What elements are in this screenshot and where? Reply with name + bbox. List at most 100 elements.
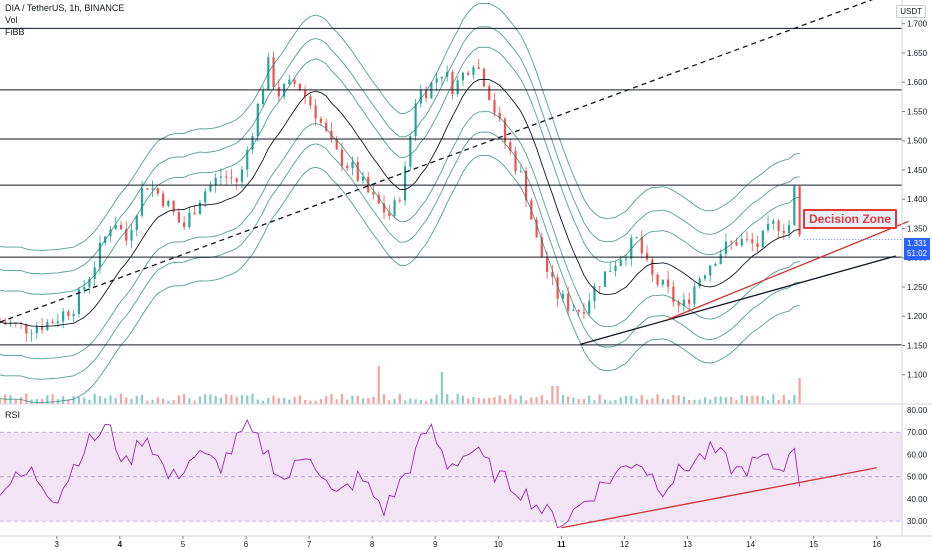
candle-body <box>677 302 680 306</box>
volume-bar <box>356 395 359 404</box>
volume-bar <box>430 398 433 404</box>
candle-body <box>298 83 301 91</box>
volume-bar <box>456 393 459 404</box>
candle-body <box>582 311 586 314</box>
volume-bar <box>703 397 707 404</box>
candle-body <box>688 299 691 304</box>
candle-body <box>461 72 465 81</box>
price-tick-label: 1.700 <box>907 20 928 29</box>
volume-bar <box>277 397 280 404</box>
candle-body <box>77 289 81 314</box>
time-tick-label: 11 <box>557 540 566 549</box>
candle-body <box>246 150 249 170</box>
volume-bar <box>661 398 664 404</box>
candle-body <box>335 139 338 150</box>
price-tick-label: 1.350 <box>907 224 928 233</box>
candle-body <box>346 165 349 169</box>
volume-bar <box>640 395 643 404</box>
candle-body <box>514 150 517 172</box>
candle-body <box>719 253 722 264</box>
volume-bar <box>493 397 496 404</box>
candle-body <box>35 326 38 334</box>
candle-body <box>766 223 770 231</box>
candle-body <box>135 215 138 231</box>
rsi-tick-label: 40.00 <box>907 495 928 504</box>
volume-bar <box>666 399 670 404</box>
volume-bar <box>735 399 738 404</box>
candle-body <box>62 311 65 322</box>
volume-bar <box>346 399 349 404</box>
volume-bar <box>219 397 223 404</box>
volume-bar <box>214 395 217 404</box>
volume-bar <box>377 366 380 404</box>
volume-bar <box>367 397 370 404</box>
candle-body <box>698 278 701 287</box>
candle-body <box>540 237 543 258</box>
rsi-tick-label: 30.00 <box>907 517 928 526</box>
candle-body <box>787 224 791 234</box>
last-price-tag: 1.331 51:02 <box>904 238 930 260</box>
volume-bar <box>40 399 44 404</box>
volume-bar <box>672 394 675 404</box>
volume-bar <box>509 394 512 404</box>
volume-bar <box>609 400 612 404</box>
time-tick-label: 4 <box>118 540 123 549</box>
volume-bar <box>267 397 270 404</box>
candle-body <box>372 192 375 195</box>
time-tick-label: 10 <box>494 540 503 549</box>
candle-body <box>40 326 44 330</box>
candle-body <box>351 161 354 169</box>
volume-bar <box>698 399 701 404</box>
volume-bar <box>540 395 543 404</box>
candle-body <box>619 259 622 266</box>
volume-bar <box>425 400 428 404</box>
candle-body <box>519 170 522 172</box>
candle-body <box>403 166 407 201</box>
rsi-pane <box>0 418 902 529</box>
candle-body <box>72 313 75 317</box>
volume-bar <box>77 397 81 404</box>
volume-bar <box>83 397 86 404</box>
volume-bar <box>603 399 607 404</box>
volume-bar <box>193 400 196 404</box>
price-tick-label: 1.450 <box>907 166 928 175</box>
candle-body <box>256 103 259 137</box>
volume-bar <box>524 400 528 404</box>
volume-bar <box>135 395 138 404</box>
volume-bar <box>125 397 128 404</box>
volume-bar <box>624 395 628 404</box>
candle-body <box>745 238 749 240</box>
volume-bar <box>530 397 533 404</box>
volume-bar <box>46 395 49 404</box>
volume-bar <box>361 398 365 404</box>
candle-body <box>630 237 633 259</box>
candle-body <box>661 279 664 285</box>
volume-bar <box>498 395 501 404</box>
volume-bar <box>561 395 564 404</box>
volume-bar <box>451 400 454 404</box>
volume-bar <box>25 393 28 404</box>
time-tick-label: 14 <box>746 540 755 549</box>
volume-bar <box>314 400 317 404</box>
candle-body <box>193 212 196 215</box>
candle-body <box>230 177 233 179</box>
candle-body <box>56 321 59 324</box>
volume-bar <box>682 396 685 404</box>
volume-bar <box>98 396 102 404</box>
volume-bar <box>240 395 244 404</box>
volume-bar <box>419 400 422 404</box>
volume-bar <box>693 399 696 404</box>
candle-body <box>714 263 717 266</box>
volume-bar <box>714 396 717 404</box>
volume-bar <box>282 397 286 404</box>
fib-band-line <box>0 2 800 251</box>
candle-body <box>140 188 144 216</box>
candle-body <box>609 271 612 272</box>
candle-body <box>204 191 207 203</box>
volume-bar <box>146 400 149 404</box>
volume-bar <box>724 397 728 404</box>
volume-bar <box>104 398 107 404</box>
last-price-countdown: 51:02 <box>906 249 928 258</box>
